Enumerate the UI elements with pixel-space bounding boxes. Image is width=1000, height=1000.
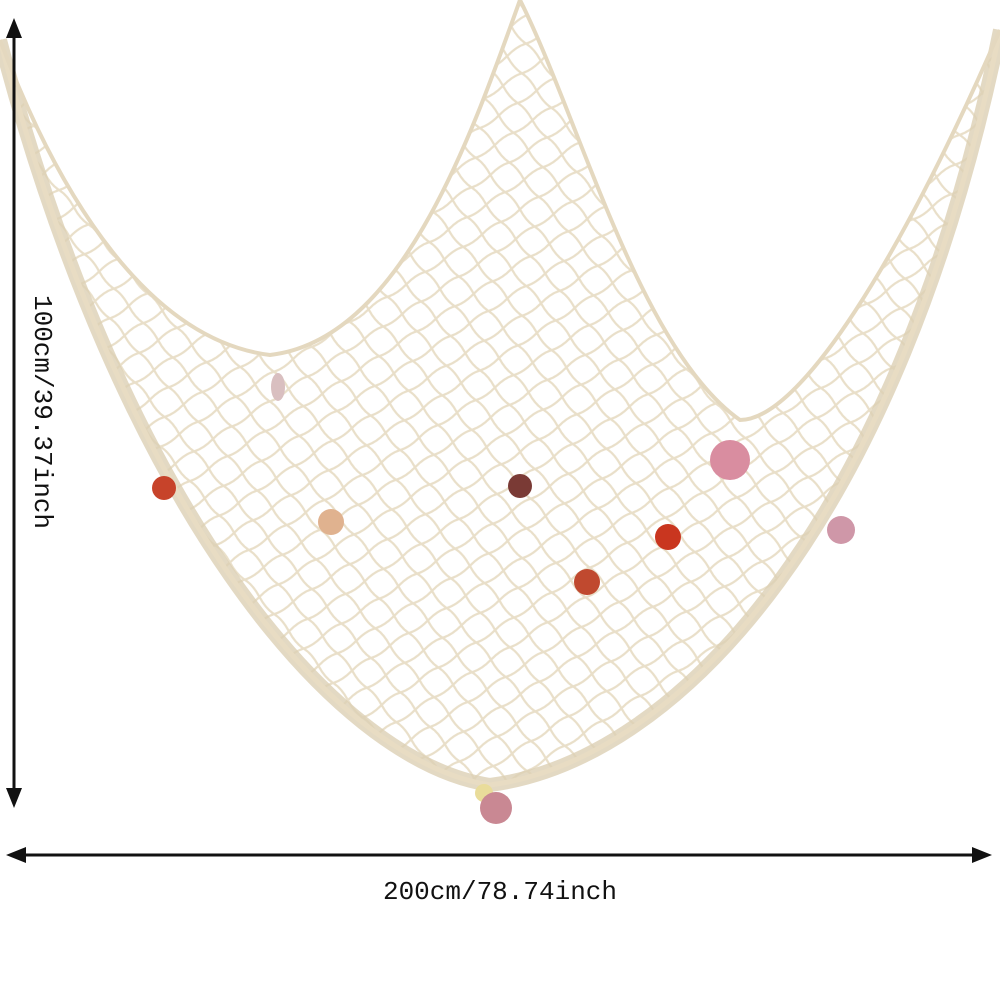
height-arrow (6, 18, 22, 808)
width-arrow (6, 847, 992, 863)
height-label: 100cm/39.37inch (27, 295, 57, 529)
width-label: 200cm/78.74inch (383, 877, 617, 907)
shells (152, 373, 855, 824)
fishing-net (0, 0, 1000, 793)
